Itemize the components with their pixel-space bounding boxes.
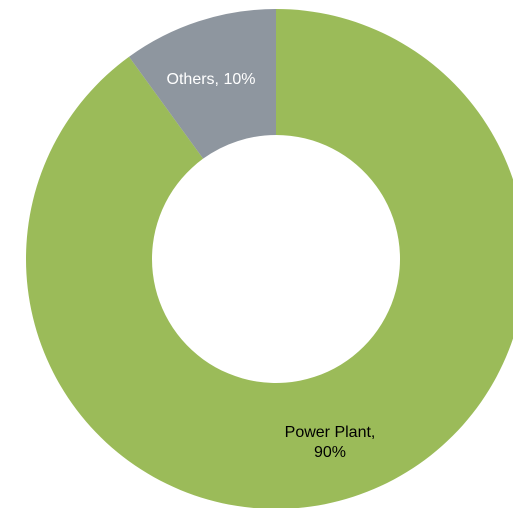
slice-label-line: Others, 10% bbox=[167, 71, 256, 88]
slice-label-line: 90% bbox=[314, 444, 346, 461]
slice-label-line: Power Plant, bbox=[285, 424, 376, 441]
slice-label-others: Others, 10% bbox=[167, 71, 256, 88]
slice-others bbox=[129, 8, 276, 159]
slice-label-power-plant: Power Plant, 90% bbox=[285, 424, 376, 461]
slice-power-plant bbox=[26, 9, 513, 508]
slice-labels: Power Plant, 90% Others, 10% bbox=[167, 71, 376, 461]
donut-slices bbox=[26, 8, 513, 508]
